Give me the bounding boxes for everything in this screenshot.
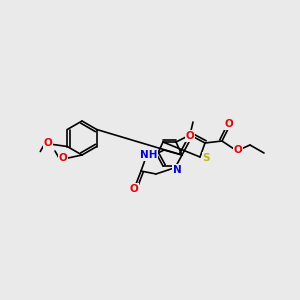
Text: NH: NH [140,150,158,160]
Text: O: O [225,119,233,129]
Text: N: N [148,150,158,160]
Text: O: O [234,145,242,155]
Text: S: S [202,153,210,163]
Text: O: O [58,153,68,163]
Text: O: O [130,184,138,194]
Text: O: O [44,139,53,148]
Text: O: O [186,131,194,141]
Text: N: N [172,165,182,175]
